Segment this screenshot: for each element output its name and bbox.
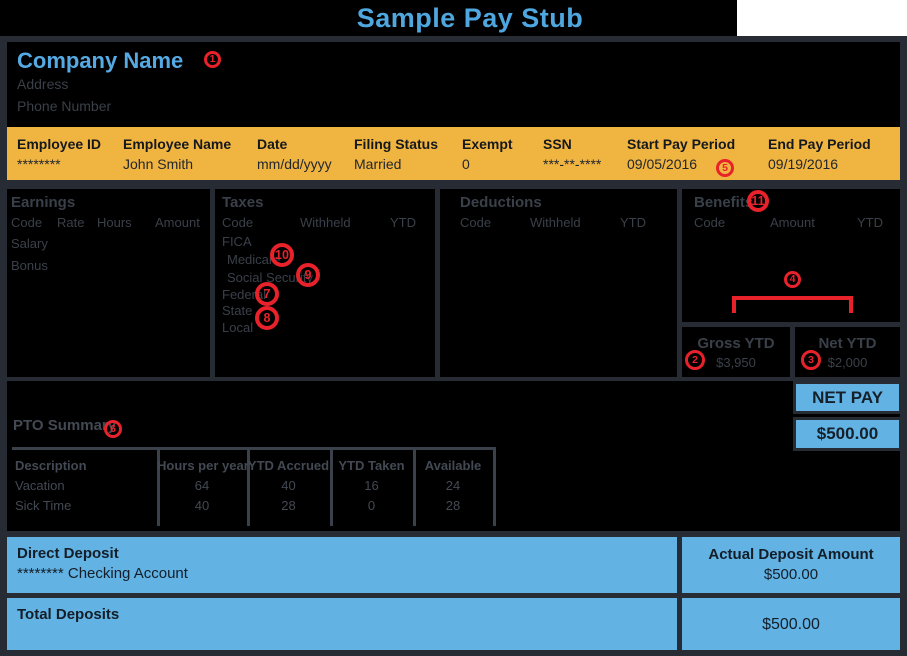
pto-col-available: Available xyxy=(424,458,482,473)
taxes-row-fica: FICA xyxy=(222,234,252,249)
company-phone: Phone Number xyxy=(17,98,112,114)
total-deposits-value: $500.00 xyxy=(762,616,820,633)
earnings-row-salary: Salary xyxy=(11,236,48,251)
field-start-pay-period: Start Pay Period 09/05/2016 xyxy=(627,136,736,172)
benefits-col-code: Code xyxy=(694,215,726,230)
earnings-col-amount: Amount xyxy=(155,215,200,230)
top-right-white-area xyxy=(737,0,907,36)
page-title: Sample Pay Stub xyxy=(356,3,584,33)
deductions-title: Deductions xyxy=(460,194,542,211)
net-ytd-value: $2,000 xyxy=(827,355,868,370)
taxes-row-social-security: Social Security xyxy=(227,270,313,285)
field-filing-status: Filing Status Married xyxy=(354,136,438,172)
annotation-2-icon: 2 xyxy=(685,350,705,370)
pto-table-divider xyxy=(247,447,250,526)
pto-sick-available: 28 xyxy=(445,498,461,513)
deductions-col-code: Code xyxy=(460,215,492,230)
actual-deposit-label: Actual Deposit Amount xyxy=(708,546,874,563)
pto-sick-taken: 0 xyxy=(367,498,376,513)
pto-col-description: Description xyxy=(15,458,87,473)
taxes-row-local: Local xyxy=(222,320,254,335)
pto-col-ytd-taken: YTD Taken xyxy=(338,458,405,473)
annotation-8-icon: 8 xyxy=(255,306,279,330)
pto-vacation-hours: 64 xyxy=(194,478,210,493)
actual-deposit-value: $500.00 xyxy=(763,566,819,583)
pto-vacation-available: 24 xyxy=(445,478,461,493)
gross-ytd-label: Gross YTD xyxy=(697,335,775,352)
earnings-col-hours: Hours xyxy=(97,215,132,230)
pto-sick-accrued: 28 xyxy=(281,498,296,513)
net-pay-value-box: $500.00 xyxy=(793,417,902,451)
pto-table-divider xyxy=(330,447,333,526)
field-end-pay-period: End Pay Period 09/19/2016 xyxy=(768,136,871,172)
annotation-1-icon: 1 xyxy=(204,51,221,68)
pto-table-divider xyxy=(157,447,160,526)
total-deposits-label: Total Deposits xyxy=(17,606,120,623)
pto-table-divider xyxy=(493,447,496,526)
earnings-title: Earnings xyxy=(11,194,76,211)
direct-deposit-cell: Direct Deposit ******** Checking Account xyxy=(7,537,677,593)
pto-sick-hours: 40 xyxy=(194,498,210,513)
pto-row-sick-time: Sick Time xyxy=(15,498,72,513)
field-date: Date mm/dd/yyyy xyxy=(257,136,332,172)
annotation-5-icon: 5 xyxy=(716,159,734,177)
pto-table-top-line xyxy=(12,447,493,450)
company-section: Company Name Address Phone Number xyxy=(7,42,900,127)
direct-deposit-title: Direct Deposit xyxy=(17,545,119,562)
earnings-panel: Earnings Code Rate Hours Amount Salary B… xyxy=(7,189,210,377)
benefits-col-ytd: YTD xyxy=(857,215,883,230)
taxes-panel: Taxes Code Withheld YTD FICA Medicare So… xyxy=(215,189,435,377)
earnings-col-rate: Rate xyxy=(57,215,85,230)
earnings-row-bonus: Bonus xyxy=(11,258,48,273)
annotation-11-icon: 11 xyxy=(747,190,769,212)
net-ytd-label: Net YTD xyxy=(818,335,877,352)
pto-col-ytd-accrued: YTD Accrued xyxy=(247,458,330,473)
company-name: Company Name xyxy=(17,48,184,73)
annotation-10-icon: 10 xyxy=(270,243,294,267)
pto-vacation-accrued: 40 xyxy=(281,478,296,493)
taxes-col-code: Code xyxy=(222,215,254,230)
field-employee-id: Employee ID ******** xyxy=(17,136,102,172)
field-ssn: SSN ***-**-**** xyxy=(543,136,602,172)
pto-summary-section: PTO Summary Description Hours per year Y… xyxy=(7,381,900,531)
field-employee-name: Employee Name John Smith xyxy=(123,136,232,172)
pto-summary-title: PTO Summary xyxy=(13,417,117,434)
employee-info-band: Employee ID ******** Employee Name John … xyxy=(7,127,900,180)
field-exempt: Exempt 0 xyxy=(462,136,513,172)
annotation-6-icon: 6 xyxy=(104,420,122,438)
deductions-col-withheld: Withheld xyxy=(530,215,581,230)
taxes-col-ytd: YTD xyxy=(390,215,416,230)
taxes-row-medicare: Medicare xyxy=(227,252,281,267)
annotation-9-icon: 9 xyxy=(296,263,320,287)
taxes-row-state: State xyxy=(222,303,253,318)
direct-deposit-account: ******** Checking Account xyxy=(17,565,188,582)
total-deposits-amount-cell: $500.00 xyxy=(682,598,900,650)
deductions-col-ytd: YTD xyxy=(620,215,646,230)
gross-ytd-value: $3,950 xyxy=(716,355,756,370)
earnings-col-code: Code xyxy=(11,215,43,230)
annotation-3-icon: 3 xyxy=(801,350,821,370)
bracket-annotation xyxy=(732,296,853,313)
annotation-4-icon: 4 xyxy=(784,271,801,288)
actual-deposit-cell: Actual Deposit Amount $500.00 xyxy=(682,537,900,593)
pto-vacation-taken: 16 xyxy=(364,478,379,493)
pto-col-hours-per-year: Hours per year xyxy=(157,458,249,473)
net-pay-label-box: NET PAY xyxy=(793,381,902,414)
total-deposits-cell: Total Deposits xyxy=(7,598,677,650)
annotation-7-icon: 7 xyxy=(255,282,279,306)
company-address: Address xyxy=(17,76,69,92)
pto-table-divider xyxy=(413,447,416,526)
taxes-col-withheld: Withheld xyxy=(300,215,351,230)
benefits-col-amount: Amount xyxy=(770,215,815,230)
benefits-title: Benefits xyxy=(694,194,754,211)
deductions-panel: Deductions Code Withheld YTD xyxy=(440,189,677,377)
taxes-title: Taxes xyxy=(222,194,264,211)
pto-row-vacation: Vacation xyxy=(15,478,65,493)
